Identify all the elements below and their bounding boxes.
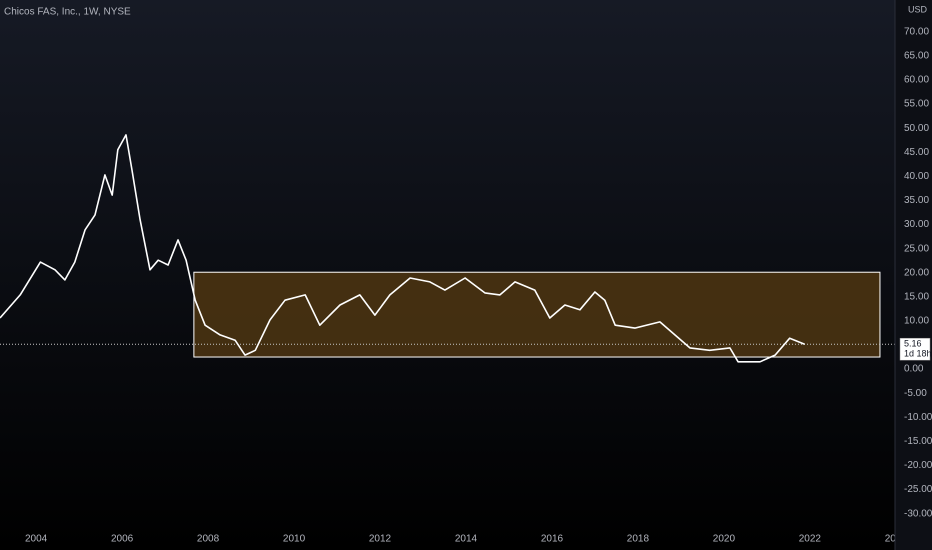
x-tick-label: 2012: [369, 534, 392, 545]
last-price-box: [899, 337, 931, 361]
y-tick-label: -15.00: [904, 436, 932, 447]
y-tick-label: -20.00: [904, 460, 932, 471]
y-tick-label: 25.00: [904, 243, 929, 254]
y-tick-label: 70.00: [904, 26, 929, 37]
x-tick-label: 2008: [197, 534, 220, 545]
x-tick-label: 2022: [799, 534, 822, 545]
x-tick-label: 2020: [713, 534, 736, 545]
currency-box: [903, 2, 929, 16]
countdown-label: 1d 18h: [904, 349, 932, 359]
range-box: [193, 271, 881, 358]
y-tick-label: 60.00: [904, 75, 929, 86]
y-tick-label: 20.00: [904, 267, 929, 278]
x-tick-label: 2018: [627, 534, 650, 545]
y-tick-label: -5.00: [904, 388, 927, 399]
y-tick-label: -10.00: [904, 412, 932, 423]
price-line: [0, 134, 805, 363]
y-tick-label: 55.00: [904, 99, 929, 110]
y-tick-label: 15.00: [904, 291, 929, 302]
chart-title: Chicos FAS, Inc., 1W, NYSE: [4, 7, 131, 18]
y-tick-label: 50.00: [904, 123, 929, 134]
x-tick-label: 2004: [25, 534, 48, 545]
x-tick-label: 2014: [455, 534, 478, 545]
currency-label: USD: [908, 4, 928, 14]
y-tick-label: 30.00: [904, 219, 929, 230]
y-tick-label: -30.00: [904, 508, 932, 519]
y-tick-label: 65.00: [904, 51, 929, 62]
y-tick-label: 40.00: [904, 171, 929, 182]
x-tick-label: 2010: [283, 534, 306, 545]
x-tick-label: 2016: [541, 534, 564, 545]
y-tick-label: 10.00: [904, 316, 929, 327]
y-tick-label: 35.00: [904, 195, 929, 206]
y-tick-label: 45.00: [904, 147, 929, 158]
last-price-label: 5.16: [904, 339, 922, 349]
price-axis-panel: [895, 0, 932, 550]
x-tick-label: 2006: [111, 534, 134, 545]
y-tick-label: 0.00: [904, 364, 924, 375]
y-tick-label: -25.00: [904, 484, 932, 495]
